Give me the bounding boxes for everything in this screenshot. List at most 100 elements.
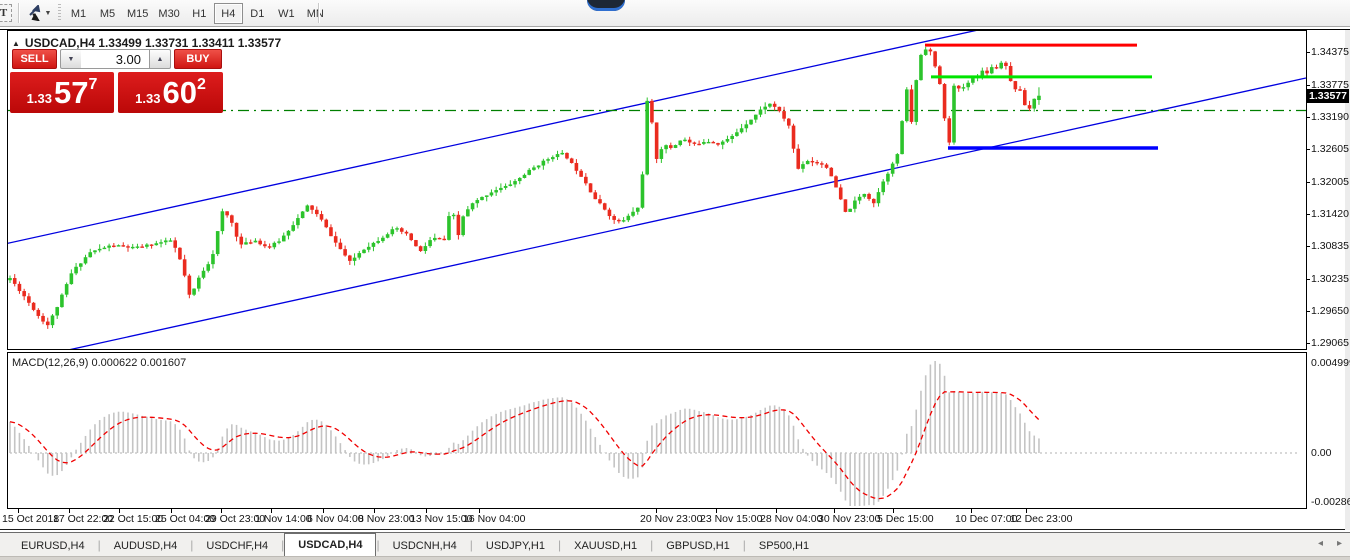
price-chart-pane[interactable] xyxy=(7,30,1307,350)
volume-increase-button[interactable]: ▲ xyxy=(149,49,171,69)
time-axis-label: 13 Nov 15:00 xyxy=(410,513,473,525)
volume-decrease-button[interactable]: ▼ xyxy=(60,49,82,69)
channel-lines xyxy=(8,31,1306,349)
time-axis-label: 20 Nov 23:00 xyxy=(640,513,703,525)
price-axis-label: 1.30835 xyxy=(1311,239,1349,252)
time-axis-tick xyxy=(1026,509,1027,513)
tab-separator: | xyxy=(558,537,562,552)
macd-surface xyxy=(9,361,1300,506)
toolbar: T ▼ M1 M5 M15 M30 H1 H4 D1 W1 MN xyxy=(0,0,1350,27)
tab-separator: | xyxy=(650,537,654,552)
time-axis-tick xyxy=(834,509,835,513)
tab-separator: | xyxy=(376,537,380,552)
buy-button[interactable]: BUY xyxy=(174,49,222,69)
price-axis: 1.33577 1.34375 1.33775 1.33190 1.32605 1.32… xyxy=(1306,30,1349,510)
chart-tab-audusdh4[interactable]: AUDUSD,H4 xyxy=(113,539,178,552)
chart-title: ▲ USDCAD,H4 1.33499 1.33731 1.33411 1.33… xyxy=(12,36,281,50)
time-axis-label: 22 Oct 15:00 xyxy=(103,513,164,525)
tab-separator: | xyxy=(469,537,473,552)
tab-separator: | xyxy=(97,537,101,552)
timeframe-button-m1[interactable]: M1 xyxy=(70,7,87,20)
chart-tab-usdcadh4[interactable]: USDCAD,H4 xyxy=(284,533,377,556)
chart-tab-sp500h1[interactable]: SP500,H1 xyxy=(758,539,810,552)
chart-tab-usdchfh4[interactable]: USDCHF,H4 xyxy=(206,539,269,552)
time-axis-tick xyxy=(479,509,480,513)
chart-tab-usdcnhh4[interactable]: USDCNH,H4 xyxy=(392,539,457,552)
price-axis-label: 1.32005 xyxy=(1311,175,1349,188)
sell-price-display[interactable]: 1.33 57 7 xyxy=(10,72,114,113)
time-axis: 15 Oct 2018 17 Oct 22:00 22 Oct 15:00 25 Oc… xyxy=(0,509,1350,530)
time-axis-tick xyxy=(271,509,272,513)
price-axis-tick xyxy=(1306,148,1310,150)
macd-axis-label: 0.00 xyxy=(1311,447,1332,459)
price-axis-label: 1.31420 xyxy=(1311,207,1349,220)
price-axis-tick xyxy=(1306,213,1310,215)
timeframe-button-w1[interactable]: W1 xyxy=(278,7,295,20)
buy-price-display[interactable]: 1.33 60 2 xyxy=(118,72,223,113)
chart-tab-gbpusdh1[interactable]: GBPUSD,H1 xyxy=(666,539,730,552)
time-axis-label: 25 Oct 04:00 xyxy=(155,513,216,525)
collapse-panel-arrow-icon[interactable]: ▲ xyxy=(12,38,20,48)
macd-indicator-label: MACD(12,26,9) 0.000622 0.001607 xyxy=(12,357,187,369)
timeframe-button-d1[interactable]: D1 xyxy=(250,7,265,20)
tab-separator: | xyxy=(190,537,194,552)
price-axis-label: 1.29065 xyxy=(1311,336,1349,349)
buy-price-pips: 60 xyxy=(162,75,197,110)
time-axis-tick xyxy=(656,509,657,513)
buy-price-prefix: 1.33 xyxy=(135,91,161,106)
window-border-top xyxy=(0,29,1350,30)
time-axis-label: 29 Oct 23:00 xyxy=(205,513,266,525)
timeframe-button-group: M1 M5 M15 M30 H1 H4 D1 W1 MN xyxy=(64,3,330,24)
timeframe-button-h1[interactable]: H1 xyxy=(192,7,207,20)
one-click-trading-panel: SELL ▼ ▲ BUY 1.33 57 7 1.33 60 2 xyxy=(10,49,223,113)
cursor-arrows-icon[interactable] xyxy=(25,4,43,22)
time-axis-label: 23 Nov 15:00 xyxy=(700,513,763,525)
price-axis-tick xyxy=(1306,245,1310,247)
chart-tab-usdjpyh1[interactable]: USDJPY,H1 xyxy=(485,539,545,552)
volume-input[interactable] xyxy=(81,49,149,69)
tab-separator: | xyxy=(281,537,285,552)
window-border-bottom xyxy=(0,529,1350,530)
chart-tab-bar: EURUSD,H4 | AUDUSD,H4 | USDCHF,H4 | USDCAD,H4 |… xyxy=(0,533,1350,556)
time-axis-label: 28 Nov 04:00 xyxy=(760,513,823,525)
current-price-badge: 1.33577 xyxy=(1307,88,1349,103)
toolbar-separator xyxy=(18,3,19,23)
time-axis-tick xyxy=(776,509,777,513)
price-axis-tick xyxy=(1306,278,1310,280)
tab-scroll-left-icon[interactable]: ◂ xyxy=(1317,538,1323,549)
horizontal-level-lines xyxy=(925,43,1158,150)
time-axis-label: 10 Dec 07:00 xyxy=(955,513,1018,525)
tabbar-border xyxy=(0,532,1350,533)
timeframe-button-m5[interactable]: M5 xyxy=(99,7,116,20)
toolbar-grip[interactable] xyxy=(58,4,61,22)
price-chart-surface[interactable] xyxy=(8,31,1306,349)
price-axis-label: 1.32605 xyxy=(1311,142,1349,155)
chart-tab-xauusdh1[interactable]: XAUUSD,H1 xyxy=(574,539,638,552)
sell-button[interactable]: SELL xyxy=(12,49,57,69)
time-axis-label: 17 Oct 22:00 xyxy=(53,513,114,525)
time-axis-label: 12 Dec 23:00 xyxy=(1010,513,1073,525)
chevron-down-icon[interactable]: ▼ xyxy=(44,9,52,17)
time-axis-tick xyxy=(221,509,222,513)
buy-price-point: 2 xyxy=(196,76,206,93)
price-axis-label: 1.34375 xyxy=(1311,46,1349,58)
timeframe-button-mn[interactable]: MN xyxy=(306,7,324,20)
candlestick-layer xyxy=(8,46,1041,329)
time-axis-label: 30 Nov 23:00 xyxy=(818,513,881,525)
timeframe-button-m15[interactable]: M15 xyxy=(127,7,149,20)
time-axis-label: 6 Nov 04:00 xyxy=(307,513,364,525)
price-axis-tick xyxy=(1306,52,1310,53)
tab-scroll-right-icon[interactable]: ▸ xyxy=(1336,538,1342,549)
time-axis-tick xyxy=(716,509,717,513)
price-axis-label: 1.33775 xyxy=(1311,78,1349,91)
time-axis-tick xyxy=(171,509,172,513)
price-axis-label: 1.29650 xyxy=(1311,304,1349,317)
text-label-tool-icon[interactable]: T xyxy=(0,4,12,22)
timeframe-button-h4[interactable]: H4 xyxy=(213,3,243,24)
time-axis-label: 15 Oct 2018 xyxy=(2,513,60,525)
price-axis-tick xyxy=(1306,181,1310,183)
chart-tab-eurusdh4[interactable]: EURUSD,H4 xyxy=(21,539,85,552)
timeframe-button-m30[interactable]: M30 xyxy=(158,7,180,20)
time-axis-label: 16 Nov 04:00 xyxy=(463,513,526,525)
toolbar-separator xyxy=(318,3,319,23)
